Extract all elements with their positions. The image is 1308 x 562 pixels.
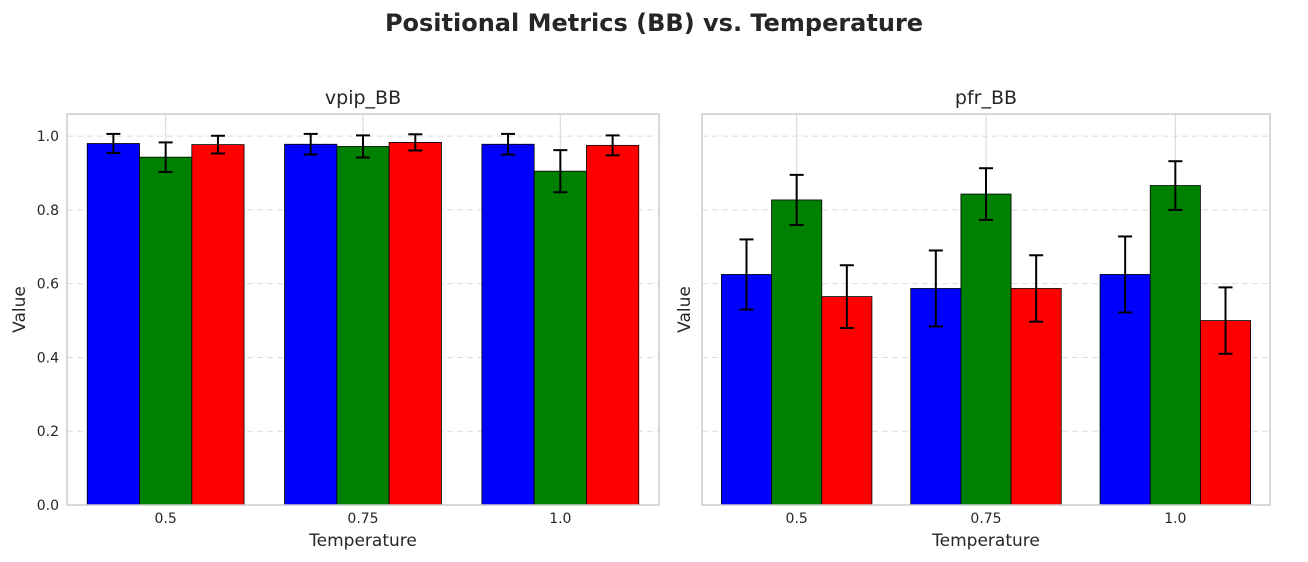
x-tick-label: 1.0 [1164,511,1186,527]
figure-title: Positional Metrics (BB) vs. Temperature [385,9,923,37]
x-tick-label: 0.5 [786,511,808,527]
y-tick-label: 0.2 [37,424,59,440]
x-tick-label: 0.75 [970,511,1001,527]
bar [1149,185,1201,506]
error-bar [356,134,370,159]
y-tick-label: 0.0 [37,498,59,514]
bar [960,193,1012,506]
error-bar [789,173,804,227]
bar [86,143,140,506]
error-bar [1118,235,1133,314]
bar [586,144,640,506]
series-0 [86,132,535,506]
error-bar [605,134,620,157]
vpip-bb-panel: 0.5 0.75 1.0 0.0 0.2 0.4 0.6 0.8 1.0 vpip_BB Tempe… [10,87,660,551]
bar [284,143,338,506]
y-tick-label: 0.4 [37,350,59,366]
error-bar [106,132,121,155]
error-bar [979,167,993,221]
x-tick-label: 0.5 [155,511,177,527]
error-bar [839,264,854,329]
error-bar [158,141,173,173]
error-bar [739,238,754,311]
pfr-bb-title: pfr_BB [955,87,1017,109]
bar [481,143,535,506]
error-bar [408,133,423,152]
error-bar [1029,254,1044,323]
bar [771,199,823,506]
x-tick-label: 0.75 [347,511,378,527]
pfr-bb-x-axis-label: Temperature [931,531,1040,551]
bar [721,274,772,506]
series-2 [191,133,640,506]
pfr-bb-panel: 0.5 0.75 1.0 pfr_BB Temperature Value [675,87,1271,551]
vpip-bb-y-axis-label: Value [10,286,30,333]
error-bar [928,249,943,328]
bar [191,144,245,506]
error-bar [1218,286,1233,355]
bar [533,170,587,506]
pfr-bb-y-axis-label: Value [675,286,695,333]
error-bar [210,134,225,155]
series-1 [139,134,587,506]
bar [388,142,442,506]
error-bar [303,132,318,156]
y-tick-label: 1.0 [37,129,59,145]
series-1 [771,160,1201,506]
plot-frame [701,113,1271,506]
y-tick-label: 0.8 [37,203,59,219]
x-tick-label: 1.0 [549,511,571,527]
error-bar [553,149,568,194]
error-bar [1168,160,1183,211]
plot-frame [66,113,660,506]
vpip-bb-title: vpip_BB [325,87,401,109]
bar [139,156,193,506]
error-bar [501,132,516,156]
vpip-bb-x-axis-label: Temperature [308,531,417,551]
series-0 [721,235,1151,506]
y-tick-label: 0.6 [37,277,59,293]
bar [1010,288,1062,506]
bar [821,296,873,506]
bar [336,146,390,506]
series-2 [821,254,1251,506]
